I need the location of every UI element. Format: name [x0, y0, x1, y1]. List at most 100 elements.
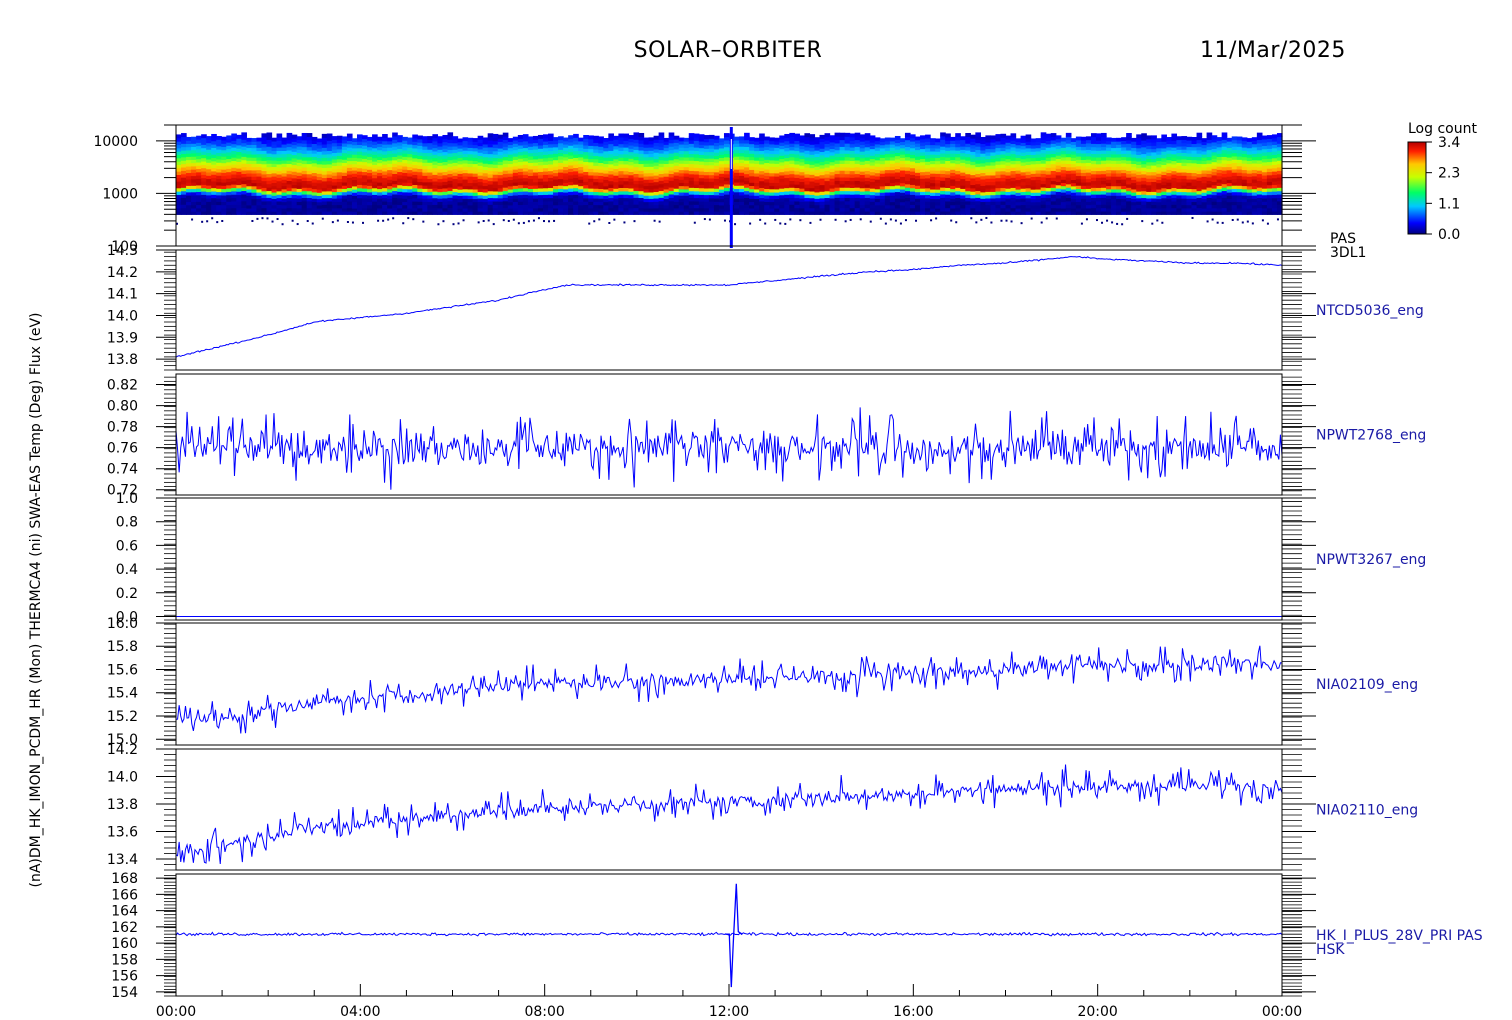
- spectrogram-cell: [1181, 194, 1188, 199]
- spectrogram-cell: [693, 180, 700, 185]
- spectrogram-cell: [799, 174, 806, 179]
- spectrogram-cell: [306, 194, 313, 198]
- spectrogram-cell: [181, 136, 187, 141]
- spectrogram-cell: [925, 174, 931, 179]
- spectrogram-cell: [397, 164, 403, 169]
- spectrogram-cell: [306, 133, 313, 138]
- spectrogram-cell: [834, 204, 841, 209]
- spectrogram-cell: [698, 137, 705, 142]
- spectrogram-cell: [432, 174, 439, 179]
- spectrogram-cell: [1111, 207, 1117, 212]
- spectrogram-cell: [864, 197, 871, 202]
- spectrogram-cell: [1161, 181, 1167, 186]
- spectrogram-cell: [346, 207, 353, 212]
- spectrogram-cell: [819, 211, 826, 215]
- spectrogram-cell: [613, 152, 619, 157]
- spectrogram-cell: [1176, 155, 1183, 160]
- spectrogram-cell: [648, 169, 655, 174]
- spectrogram-cell: [940, 146, 946, 151]
- spectrogram-cell: [819, 177, 826, 182]
- spectrogram-cell: [849, 207, 856, 212]
- spectrogram-cell: [221, 136, 227, 141]
- spectrogram-cell: [271, 188, 278, 193]
- spectrogram-cell: [1156, 144, 1162, 149]
- spectrogram-cell: [527, 194, 534, 199]
- spectrogram-cell: [995, 204, 1002, 209]
- spectrogram-cell: [764, 168, 770, 173]
- spectrogram-cell: [432, 160, 439, 165]
- spectrogram-cell: [955, 139, 961, 144]
- spectrogram-cell: [779, 142, 785, 146]
- spectrogram-cell: [583, 174, 589, 179]
- spectrogram-cell: [422, 152, 428, 157]
- spectrogram-cell: [683, 153, 690, 158]
- spectrogram-cell: [668, 200, 675, 205]
- spectrogram-cell: [784, 140, 790, 145]
- spectrogram-cell: [799, 158, 806, 163]
- spectrogram-cell: [1045, 170, 1052, 175]
- spectrogram-cell: [367, 136, 373, 141]
- spectrogram-cell: [618, 190, 625, 195]
- spectrogram-cell: [980, 162, 986, 167]
- spectrogram-cell: [899, 141, 906, 146]
- spectrogram-cell: [412, 157, 418, 162]
- spectrogram-speck: [623, 221, 626, 224]
- spectrogram-cell: [1111, 172, 1117, 177]
- spectrogram-cell: [251, 179, 258, 184]
- spectrogram-cell: [1060, 156, 1067, 161]
- spectrogram-cell: [784, 210, 790, 215]
- spectrogram-cell: [965, 204, 971, 209]
- spectrogram-cell: [904, 193, 911, 198]
- spectrogram-cell: [1035, 173, 1042, 177]
- spectrogram-cell: [894, 204, 901, 209]
- spectrogram-cell: [668, 190, 675, 195]
- spectrogram-cell: [1181, 175, 1188, 180]
- spectrogram-cell: [573, 157, 579, 162]
- spectrogram-cell: [975, 169, 981, 174]
- spectrogram-cell: [698, 160, 705, 165]
- spectrogram-cell: [372, 134, 378, 139]
- spectrogram-cell: [548, 207, 554, 212]
- spectrogram-cell: [960, 149, 966, 154]
- spectrogram-cell: [427, 149, 433, 153]
- spectrogram-cell: [980, 169, 986, 174]
- spectrogram-cell: [683, 147, 690, 152]
- spectrogram-cell: [829, 194, 836, 199]
- spectrogram-cell: [824, 136, 831, 141]
- spectrogram-cell: [1070, 147, 1077, 152]
- spectrogram-speck: [723, 219, 726, 222]
- spectrogram-cell: [809, 184, 816, 189]
- spectrogram-cell: [1085, 204, 1092, 209]
- spectrogram-cell: [447, 163, 454, 168]
- spectrogram-cell: [713, 188, 720, 193]
- spectrogram-cell: [573, 140, 579, 145]
- spectrogram-cell: [583, 177, 589, 182]
- spectrogram-cell: [759, 187, 765, 192]
- spectrogram-cell: [341, 136, 348, 141]
- spectrogram-cell: [351, 198, 358, 203]
- spectrogram-cell: [920, 178, 926, 183]
- spectrogram-cell: [356, 134, 363, 139]
- spectrogram-cell: [980, 172, 986, 177]
- spectrogram-cell: [517, 197, 524, 202]
- spectrogram-cell: [407, 195, 413, 199]
- spectrogram-cell: [196, 165, 202, 170]
- spectrogram-cell: [356, 181, 363, 185]
- spectrogram-cell: [1156, 147, 1162, 152]
- spectrogram-cell: [990, 158, 997, 163]
- spectrogram-cell: [341, 181, 348, 186]
- spectrogram-cell: [367, 140, 373, 144]
- spectrogram-cell: [1005, 138, 1012, 143]
- spectrogram-cell: [1075, 175, 1082, 180]
- spectrogram-cell: [1070, 160, 1077, 165]
- spectrogram-cell: [251, 211, 258, 215]
- spectrogram-cell: [995, 157, 1002, 162]
- spectrogram-cell: [1161, 197, 1167, 202]
- spectrogram-cell: [492, 154, 499, 158]
- spectrogram-cell: [1025, 184, 1032, 189]
- spectrogram-cell: [779, 184, 785, 189]
- spectrogram-cell: [1005, 191, 1012, 196]
- spectrogram-cell: [693, 204, 700, 209]
- spectrogram-cell: [487, 160, 494, 165]
- spectrogram-cell: [397, 161, 403, 166]
